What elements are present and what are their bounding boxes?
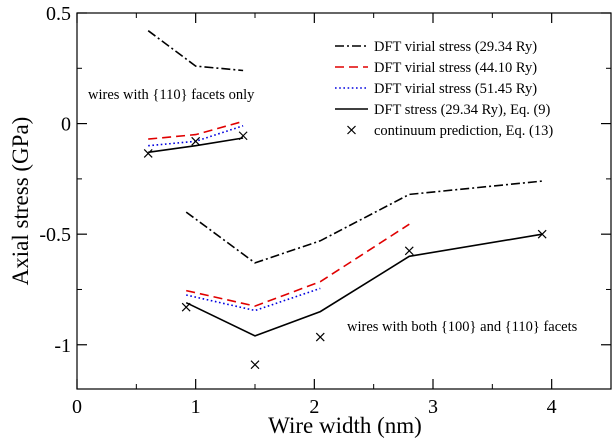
legend-item: DFT stress (29.34 Ry), Eq. (9) xyxy=(335,102,551,118)
series-line xyxy=(186,287,321,312)
series-line xyxy=(185,233,543,337)
legend-item: continuum prediction, Eq. (13) xyxy=(347,123,553,139)
legend-label: DFT virial stress (44.10 Ry) xyxy=(374,60,537,76)
annotation-100-and-110: wires with both {100} and {110} facets xyxy=(347,319,578,335)
x-axis-label: Wire width (nm) xyxy=(268,413,422,438)
legend: DFT virial stress (29.34 Ry) DFT virial s… xyxy=(335,39,553,139)
x-tick-label: 3 xyxy=(428,396,438,418)
legend-item: DFT virial stress (44.10 Ry) xyxy=(335,60,537,76)
y-tick-label: 0 xyxy=(61,114,71,136)
data-point-marker xyxy=(181,302,191,312)
x-tick-label: 4 xyxy=(547,396,557,418)
data-point-marker xyxy=(537,229,547,239)
data-point-marker xyxy=(238,131,248,141)
y-tick-label: -0.5 xyxy=(39,224,71,246)
legend-label: DFT virial stress (29.34 Ry) xyxy=(374,39,537,55)
data-point-marker xyxy=(404,246,414,256)
legend-label: continuum prediction, Eq. (13) xyxy=(374,123,553,139)
x-tick-label: 2 xyxy=(309,396,319,418)
series-2 xyxy=(148,120,410,307)
legend-marker xyxy=(347,125,356,135)
legend-label: DFT stress (29.34 Ry), Eq. (9) xyxy=(374,102,551,118)
series-1 xyxy=(147,30,543,264)
series-layer xyxy=(143,30,547,370)
series-line xyxy=(186,223,410,307)
legend-item: DFT virial stress (29.34 Ry) xyxy=(335,39,537,55)
data-point-marker xyxy=(250,360,260,370)
series-line xyxy=(147,30,244,72)
y-tick-label: 0.5 xyxy=(46,3,71,25)
legend-item: DFT virial stress (51.45 Ry) xyxy=(335,81,537,97)
x-tick-label: 1 xyxy=(191,396,201,418)
annotation-110-only: wires with {110} facets only xyxy=(88,87,255,103)
ticks-layer: 0 1 2 3 4 0.5 0 -0.5 -1 xyxy=(39,3,611,418)
series-5 xyxy=(143,131,547,370)
series-line xyxy=(148,125,244,147)
series-3 xyxy=(148,125,321,312)
series-line xyxy=(185,180,543,264)
series-line xyxy=(148,120,244,140)
plot-frame xyxy=(76,12,612,390)
data-point-marker xyxy=(315,332,325,342)
data-point-marker xyxy=(143,149,153,158)
x-tick-label: 0 xyxy=(72,396,82,418)
series-4 xyxy=(148,137,543,337)
y-axis-label: Axial stress (GPa) xyxy=(8,117,33,286)
series-line xyxy=(148,137,244,154)
y-tick-label: -1 xyxy=(54,335,71,357)
data-point-marker xyxy=(191,136,201,146)
legend-label: DFT virial stress (51.45 Ry) xyxy=(374,81,537,97)
